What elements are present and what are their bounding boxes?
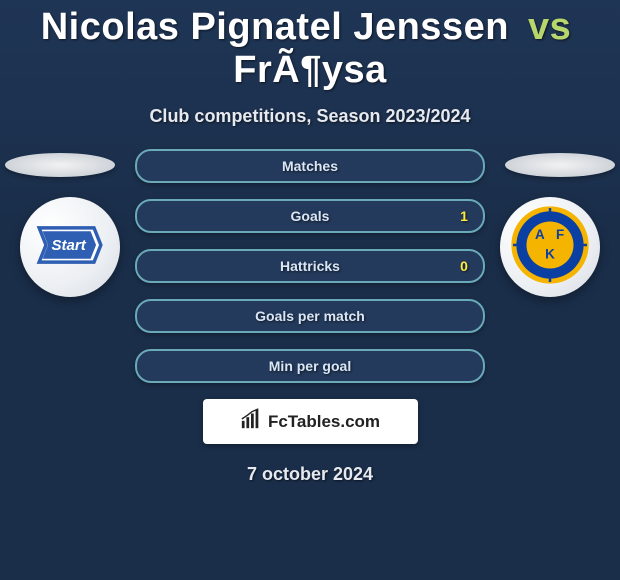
vs-label: vs <box>528 6 571 48</box>
svg-text:K: K <box>545 246 555 261</box>
date-text: 7 october 2024 <box>0 464 620 485</box>
brand-box: FcTables.com <box>203 399 418 444</box>
stat-left-value <box>141 151 171 181</box>
start-club-icon: Start <box>34 221 106 274</box>
stat-left-value <box>141 251 171 281</box>
page-title: Nicolas Pignatel Jenssen vs FrÃ¶ysa <box>0 0 620 92</box>
stat-left-value <box>141 301 171 331</box>
stat-label: Matches <box>137 151 483 181</box>
svg-text:Start: Start <box>51 236 86 253</box>
stat-bar-goals: Goals 1 <box>135 199 485 233</box>
stat-bar-goals-per-match: Goals per match <box>135 299 485 333</box>
player1-name: Nicolas Pignatel Jenssen <box>41 6 509 48</box>
club-badge-left: Start <box>20 197 120 297</box>
stat-right-value <box>449 351 479 381</box>
subtitle: Club competitions, Season 2023/2024 <box>0 106 620 127</box>
stat-bar-hattricks: Hattricks 0 <box>135 249 485 283</box>
stat-bars: Matches Goals 1 Hattricks 0 Goals per ma… <box>135 149 485 383</box>
stat-right-value <box>449 151 479 181</box>
club-badge-right: A F K <box>500 197 600 297</box>
stat-bar-matches: Matches <box>135 149 485 183</box>
afk-club-icon: A F K <box>508 203 592 292</box>
brand-text: FcTables.com <box>268 412 380 432</box>
stat-left-value <box>141 201 171 231</box>
stat-bar-min-per-goal: Min per goal <box>135 349 485 383</box>
arena: Start A F K <box>0 149 620 383</box>
svg-text:F: F <box>556 227 564 242</box>
svg-text:A: A <box>535 227 545 242</box>
platform-left <box>5 153 115 177</box>
stat-label: Goals <box>137 201 483 231</box>
stat-right-value: 0 <box>449 251 479 281</box>
player2-name: FrÃ¶ysa <box>233 49 386 91</box>
stat-right-value <box>449 301 479 331</box>
stat-label: Min per goal <box>137 351 483 381</box>
stat-label: Goals per match <box>137 301 483 331</box>
brand: FcTables.com <box>240 408 380 435</box>
barchart-icon <box>240 408 262 435</box>
stat-label: Hattricks <box>137 251 483 281</box>
comparison-card: Nicolas Pignatel Jenssen vs FrÃ¶ysa Club… <box>0 0 620 580</box>
platform-right <box>505 153 615 177</box>
stat-left-value <box>141 351 171 381</box>
stat-right-value: 1 <box>449 201 479 231</box>
